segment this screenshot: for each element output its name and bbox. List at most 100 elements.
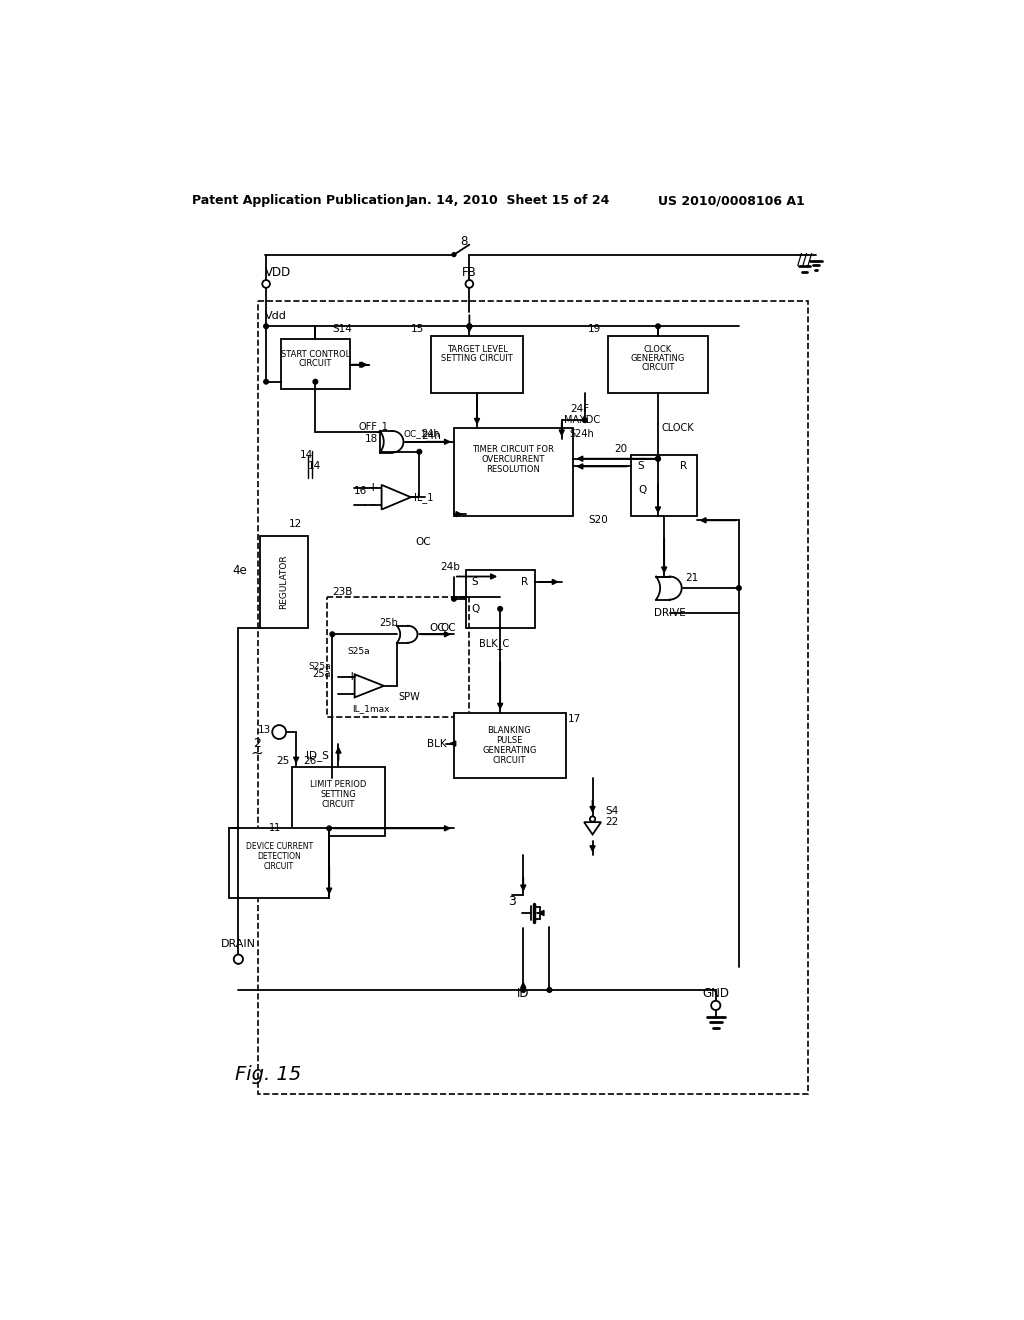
Text: MAXDC: MAXDC: [564, 416, 600, 425]
Text: TARGET LEVEL: TARGET LEVEL: [446, 345, 508, 354]
Circle shape: [590, 816, 595, 822]
Bar: [260, 536, 307, 628]
Text: DRAIN: DRAIN: [221, 939, 256, 949]
Text: Vdd: Vdd: [265, 312, 287, 321]
Circle shape: [466, 280, 473, 288]
Circle shape: [417, 449, 422, 454]
Circle shape: [467, 323, 472, 329]
Text: VDD: VDD: [265, 265, 292, 279]
Text: Jan. 14, 2010  Sheet 15 of 24: Jan. 14, 2010 Sheet 15 of 24: [406, 194, 610, 207]
Text: 18: 18: [366, 434, 379, 444]
Text: S: S: [472, 577, 478, 587]
Text: 13: 13: [257, 725, 270, 735]
Text: BLK: BLK: [427, 739, 446, 748]
Bar: [258, 301, 808, 1094]
Text: CIRCUIT: CIRCUIT: [264, 862, 294, 870]
Circle shape: [264, 379, 268, 384]
Circle shape: [655, 457, 660, 461]
Circle shape: [313, 379, 317, 384]
Text: START CONTROL: START CONTROL: [281, 350, 350, 359]
Text: OC_1: OC_1: [403, 429, 427, 438]
Polygon shape: [656, 577, 682, 599]
Bar: [454, 713, 565, 779]
Bar: [431, 335, 523, 393]
Text: 12: 12: [289, 519, 302, 529]
Text: 3: 3: [508, 895, 515, 908]
Text: 25a: 25a: [312, 669, 331, 680]
Text: 8: 8: [460, 235, 468, 248]
Text: S20: S20: [588, 515, 608, 525]
Circle shape: [272, 725, 286, 739]
Text: OC: OC: [429, 623, 445, 634]
Text: R: R: [521, 577, 528, 587]
Circle shape: [711, 1001, 720, 1010]
Text: IL_1max: IL_1max: [352, 705, 389, 713]
Text: 24b: 24b: [440, 561, 460, 572]
Text: LIMIT PERIOD: LIMIT PERIOD: [310, 780, 367, 789]
Text: CLOCK: CLOCK: [662, 422, 694, 433]
Text: SPW: SPW: [398, 693, 420, 702]
Bar: [466, 570, 535, 628]
Text: 19: 19: [588, 325, 601, 334]
Text: US 2010/0008106 A1: US 2010/0008106 A1: [657, 194, 805, 207]
Text: ID: ID: [517, 987, 529, 1001]
Text: RESOLUTION: RESOLUTION: [486, 465, 541, 474]
Text: S24h: S24h: [569, 429, 594, 440]
Text: S: S: [637, 462, 644, 471]
Circle shape: [655, 323, 660, 329]
Text: 20: 20: [614, 445, 628, 454]
Text: PULSE: PULSE: [497, 737, 522, 744]
Text: 4e: 4e: [232, 564, 248, 577]
Circle shape: [467, 323, 472, 329]
Text: SETTING: SETTING: [321, 789, 356, 799]
Text: GENERATING: GENERATING: [482, 746, 537, 755]
Bar: [327, 597, 469, 717]
Text: 16: 16: [353, 486, 367, 496]
Text: IL_1: IL_1: [414, 492, 433, 503]
Text: ///: ///: [797, 253, 812, 268]
Text: 25b: 25b: [379, 619, 397, 628]
Text: REGULATOR: REGULATOR: [280, 554, 289, 610]
Text: ID_S: ID_S: [306, 750, 329, 760]
Text: GENERATING: GENERATING: [631, 354, 685, 363]
Text: OC: OC: [416, 537, 431, 546]
Text: S25a: S25a: [348, 647, 371, 656]
Text: 11: 11: [268, 824, 281, 833]
Circle shape: [262, 280, 270, 288]
Circle shape: [655, 457, 660, 461]
Bar: [454, 428, 573, 516]
Text: GND: GND: [702, 987, 729, 1001]
Polygon shape: [382, 484, 411, 510]
Text: Q: Q: [472, 603, 480, 614]
Text: DRIVE: DRIVE: [653, 607, 685, 618]
Text: S25a: S25a: [308, 663, 331, 671]
Bar: [292, 767, 385, 836]
Polygon shape: [397, 626, 418, 643]
Text: 24F: 24F: [570, 404, 590, 413]
Text: +: +: [347, 671, 357, 684]
Circle shape: [521, 987, 525, 993]
Text: OVERCURRENT: OVERCURRENT: [481, 455, 545, 463]
Text: DEVICE CURRENT: DEVICE CURRENT: [246, 842, 312, 850]
Polygon shape: [354, 675, 384, 697]
Text: 26: 26: [303, 755, 316, 766]
Text: 23B: 23B: [333, 587, 352, 597]
Text: SETTING CIRCUIT: SETTING CIRCUIT: [441, 354, 513, 363]
Polygon shape: [380, 430, 403, 453]
Text: 22: 22: [605, 817, 618, 828]
Bar: [281, 339, 350, 389]
Text: 25: 25: [276, 755, 290, 766]
Text: 17: 17: [568, 714, 582, 723]
Text: 14: 14: [300, 450, 313, 459]
Text: BLK_C: BLK_C: [479, 638, 510, 649]
Circle shape: [736, 586, 741, 590]
Text: -: -: [371, 499, 376, 511]
Text: CIRCUIT: CIRCUIT: [322, 800, 355, 809]
Text: FB: FB: [462, 265, 477, 279]
Circle shape: [233, 954, 243, 964]
Text: DETECTION: DETECTION: [257, 851, 301, 861]
Text: CIRCUIT: CIRCUIT: [299, 359, 332, 368]
Text: OFF_1: OFF_1: [359, 421, 389, 432]
Text: CLOCK: CLOCK: [644, 345, 672, 354]
Circle shape: [452, 252, 456, 256]
